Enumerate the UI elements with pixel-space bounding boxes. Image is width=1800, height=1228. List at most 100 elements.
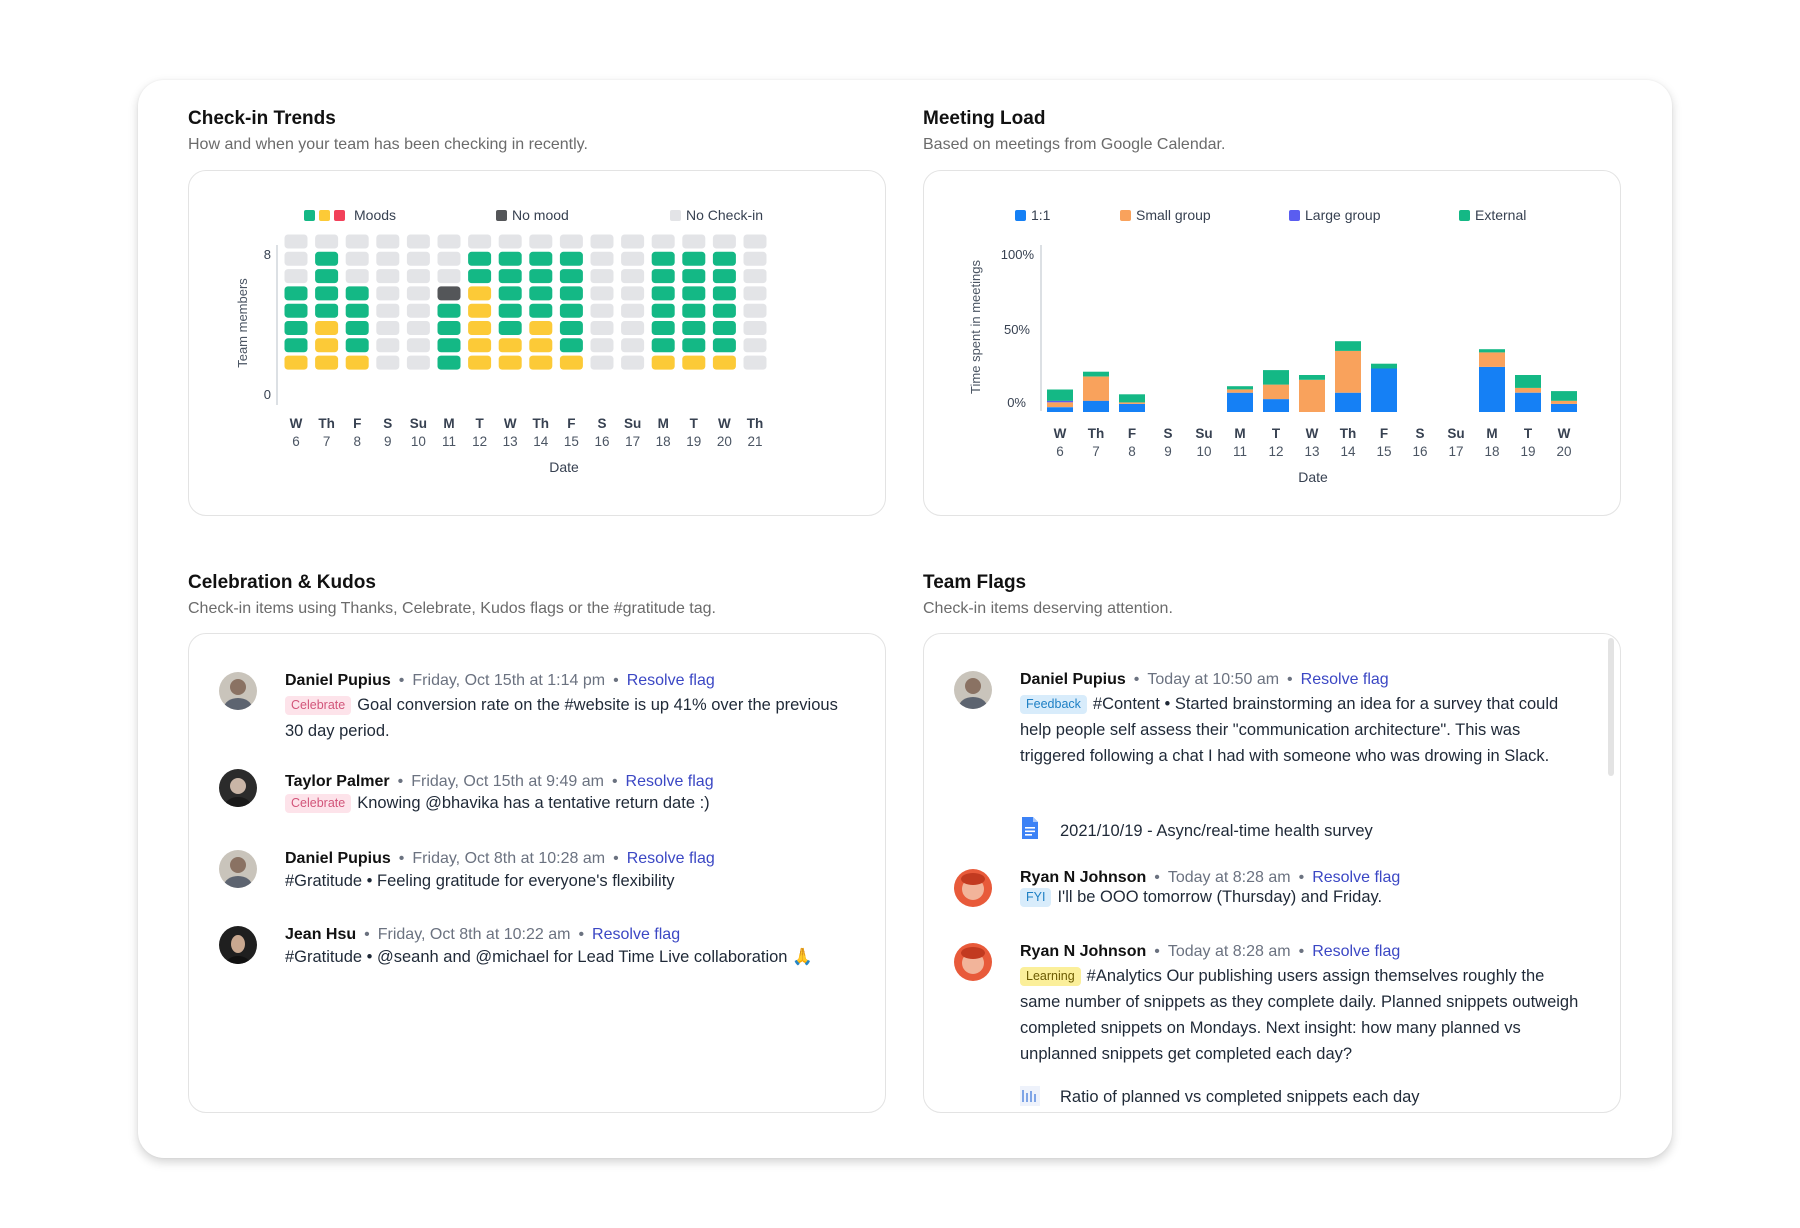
x-tick-date: 14 [1340, 444, 1356, 459]
heatmap-cell [712, 303, 736, 318]
x-tick-date: 12 [1268, 444, 1283, 459]
x-tick-date: 7 [1092, 444, 1100, 459]
heatmap-cell [743, 251, 767, 266]
legend-no-mood: No mood [512, 207, 569, 223]
y-tick-100: 100% [1001, 247, 1035, 262]
heatmap-cell [682, 338, 706, 353]
heatmap-cell [651, 355, 675, 370]
x-tick-day: S [1415, 426, 1424, 441]
x-tick-date: 19 [686, 434, 701, 449]
legend-swatch-external [1459, 210, 1470, 221]
resolve-flag-link[interactable]: Resolve flag [626, 850, 715, 867]
heatmap-cell [406, 269, 430, 284]
x-tick-day: Th [1340, 426, 1357, 441]
x-tick-day: W [504, 416, 517, 431]
heatmap-cell [406, 355, 430, 370]
section-subtitle: Check-in items using Thanks, Celebrate, … [188, 600, 716, 617]
heatmap-cell [621, 321, 645, 335]
heatmap-cell [559, 321, 583, 335]
x-tick-date: 6 [292, 434, 300, 449]
legend-swatch-green [304, 210, 315, 221]
x-tick-day: T [1272, 426, 1281, 441]
heatmap-cell [468, 251, 492, 266]
heatmap-cell [376, 303, 400, 318]
heatmap-cell [345, 303, 369, 318]
heatmap-cell [712, 355, 736, 370]
bar-segment [1299, 375, 1325, 380]
resolve-flag-link[interactable]: Resolve flag [1312, 869, 1401, 886]
x-tick-date: 20 [1556, 444, 1571, 459]
bar-segment [1551, 403, 1577, 412]
heatmap-cell [345, 321, 369, 335]
section-subtitle: Check-in items deserving attention. [923, 600, 1173, 617]
legend-swatch-no-checkin [670, 210, 681, 221]
x-tick-day: M [1486, 426, 1497, 441]
attachment-title: 2021/10/19 - Async/real-time health surv… [1060, 822, 1373, 840]
resolve-flag-link[interactable]: Resolve flag [1300, 671, 1389, 688]
bar-segment [1479, 366, 1505, 412]
avatar [954, 869, 992, 907]
timestamp: Friday, Oct 15th at 9:49 am [411, 773, 604, 790]
x-tick-date: 18 [656, 434, 671, 449]
heatmap-cell [590, 321, 614, 335]
heatmap-cell [498, 355, 522, 370]
heatmap-cell [437, 321, 461, 335]
resolve-flag-link[interactable]: Resolve flag [625, 773, 714, 790]
timestamp: Today at 8:28 am [1167, 869, 1291, 886]
checkin-chart: Moods No mood No Check-in Team members 8… [235, 207, 767, 475]
heatmap-cell [590, 286, 614, 301]
bar-segment [1119, 402, 1145, 404]
attachment-link[interactable]: 2021/10/19 - Async/real-time health surv… [1020, 817, 1373, 841]
x-tick-date: 9 [1164, 444, 1172, 459]
legend-swatch-yellow [319, 210, 330, 221]
heatmap-cell [590, 355, 614, 370]
avatar [954, 671, 992, 709]
x-tick-day: F [1128, 426, 1136, 441]
legend-one-on-one: 1:1 [1031, 207, 1051, 223]
kudos-meta: Taylor Palmer • Friday, Oct 15th at 9:49 a… [285, 773, 714, 791]
heatmap-cell [559, 234, 583, 249]
x-tick-day: Su [410, 416, 427, 431]
x-tick-date: 20 [717, 434, 732, 449]
x-tick-day: S [383, 416, 392, 431]
heatmap-cell [468, 321, 492, 335]
y-tick-0: 0% [1007, 395, 1026, 410]
resolve-flag-link[interactable]: Resolve flag [1312, 943, 1401, 960]
x-tick-day: Su [1195, 426, 1212, 441]
author-name: Daniel Pupius [1020, 671, 1126, 688]
x-tick-date: 13 [503, 434, 518, 449]
author-name: Daniel Pupius [285, 850, 391, 867]
heatmap-cell [559, 355, 583, 370]
flags-panel[interactable]: Daniel Pupius • Today at 10:50 am • Resolve … [923, 633, 1621, 1113]
separator-dot: • [1287, 671, 1293, 688]
legend-large-group: Large group [1305, 207, 1381, 223]
scrollbar[interactable] [1608, 638, 1614, 776]
heatmap-cell [590, 251, 614, 266]
kudos-text: Celebrate Goal conversion rate on the #we… [285, 692, 845, 744]
flag-meta: Daniel Pupius • Today at 10:50 am • Resolve … [1020, 671, 1389, 689]
heatmap-cell [315, 321, 339, 335]
x-tick-date: 8 [1128, 444, 1136, 459]
message: Goal conversion rate on the #website is … [285, 696, 838, 740]
section-subtitle: How and when your team has been checking… [188, 136, 588, 153]
bar-segment [1479, 349, 1505, 353]
x-tick-day: Th [1088, 426, 1105, 441]
x-tick-day: T [475, 416, 484, 431]
x-tick-day: W [290, 416, 303, 431]
legend-small-group: Small group [1136, 207, 1211, 223]
bar-segment [1119, 403, 1145, 412]
x-tick-day: Th [747, 416, 764, 431]
resolve-flag-link[interactable]: Resolve flag [592, 926, 681, 943]
resolve-flag-link[interactable]: Resolve flag [626, 672, 715, 689]
bar-segment [1083, 371, 1109, 377]
checkin-chart-panel: Moods No mood No Check-in Team members 8… [188, 170, 886, 516]
heatmap-cell [621, 303, 645, 318]
heatmap-cell [437, 234, 461, 249]
heatmap-cell [743, 269, 767, 284]
bar-segment [1515, 392, 1541, 412]
x-tick-day: W [1054, 426, 1067, 441]
chart-icon [1020, 1086, 1040, 1106]
kudos-meta: Daniel Pupius • Friday, Oct 8th at 10:28 a… [285, 850, 715, 868]
heatmap-cell [406, 234, 430, 249]
attachment-link[interactable]: Ratio of planned vs completed snippets e… [1020, 1086, 1420, 1107]
